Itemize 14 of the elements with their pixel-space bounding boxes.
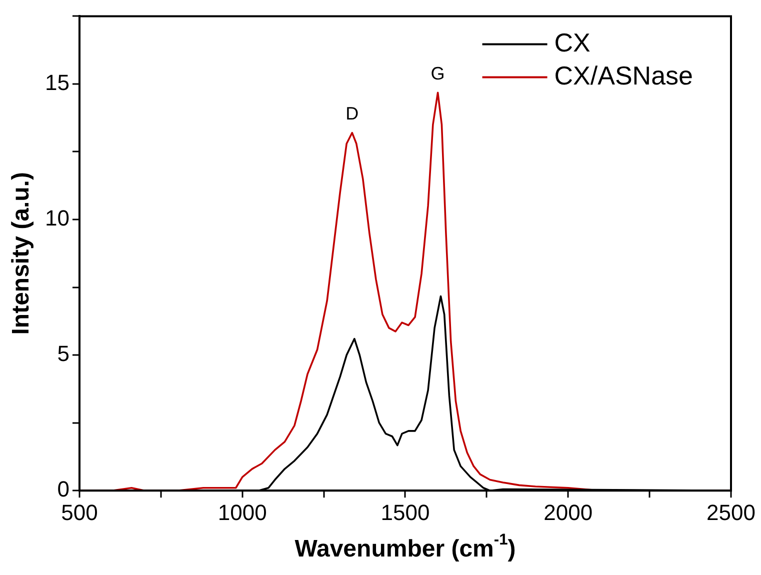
x-tick-label: 1000: [218, 500, 267, 525]
x-tick-label: 2000: [544, 500, 593, 525]
y-tick-label: 10: [44, 206, 70, 231]
legend-label: CX: [554, 27, 590, 58]
y-tick-label: 15: [44, 70, 70, 96]
legend-label: CX/ASNase: [554, 60, 694, 90]
y-axis-title: Intensity (a.u.): [8, 172, 35, 335]
y-tick-label: 0: [57, 476, 70, 502]
x-tick-label: 2500: [706, 500, 756, 525]
x-tick-label: 1500: [380, 500, 430, 525]
annotation: D: [346, 104, 359, 124]
annotation: G: [430, 64, 445, 84]
y-tick-label: 5: [57, 341, 70, 366]
x-tick-label: 500: [61, 500, 98, 525]
